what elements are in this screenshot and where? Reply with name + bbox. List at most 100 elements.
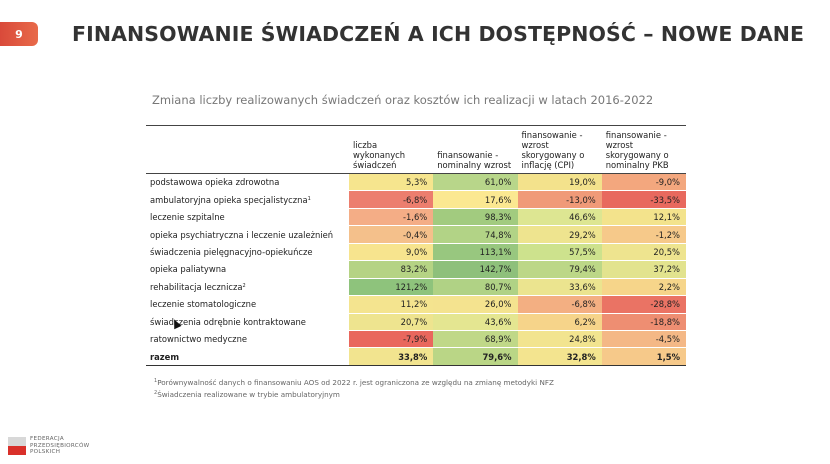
row-label: ratownictwo medyczne [150,334,248,345]
row-label: świadczenia odrębnie kontraktowane [150,316,306,327]
value-cell: 20,7% [349,313,434,331]
row-label: ambulatoryjna opieka specjalistyczna [150,194,308,205]
row-label-cell: leczenie szpitalne [146,208,349,227]
row-label-cell: ratownictwo medyczne [146,330,349,349]
total-value-cell: 79,6% [433,347,518,366]
value-cell: -18,8% [601,313,686,331]
value-cell: 33,6% [517,278,602,297]
footnotes: 1Porównywalność danych o finansowaniu AO… [154,376,554,400]
value-cell: -9,0% [601,173,686,192]
table-row: opieka psychiatryczna i leczenie uzależn… [146,225,686,244]
table-row: świadczenia pielęgnacyjno-opiekuńcze 9,0%… [146,243,686,262]
data-table: liczba wykonanych świadczeń finansowanie… [146,125,686,366]
table-row: podstawowa opieka zdrowotna 5,3% 61,0% 19,0… [146,173,686,192]
total-value-cell: 33,8% [349,347,434,366]
value-cell: -13,0% [517,190,602,209]
total-value-cell: 32,8% [517,347,602,366]
value-cell: 61,0% [433,173,518,192]
value-cell: -1,6% [349,208,434,227]
row-label: leczenie stomatologiczne [150,299,257,310]
value-cell: -1,2% [601,225,686,244]
footnote-text: Świadczenia realizowane w trybie ambulat… [157,390,340,399]
value-cell: 6,2% [517,313,602,331]
footnote-number: 1 [154,378,158,384]
logo-line: POLSKICH [30,449,61,456]
table-row: leczenie szpitalne -1,6% 98,3% 46,6% 12,1% [146,208,686,227]
header-cell-nominal: finansowanie - nominalny wzrost [433,125,518,174]
row-label-cell: podstawowa opieka zdrowotna [146,173,349,192]
value-cell: 19,0% [517,173,602,192]
footnote-ref: 1 [307,195,311,202]
row-label: podstawowa opieka zdrowotna [150,177,280,188]
value-cell: -6,8% [517,295,602,314]
value-cell: 121,2% [349,278,434,297]
total-value-cell: 1,5% [601,347,686,366]
value-cell: 113,1% [433,243,518,262]
value-cell: -4,5% [601,330,686,349]
value-cell: 17,6% [433,190,518,209]
value-cell: 98,3% [433,208,518,227]
value-cell: 24,8% [517,330,602,349]
header-cell-gdp: finansowanie - wzrost skorygowany o nomi… [601,125,686,174]
value-cell: 12,1% [601,208,686,227]
slide-number: 9 [15,27,23,41]
row-label: opieka paliatywna [150,264,227,275]
row-label-cell: ambulatoryjna opieka specjalistyczna1 [146,190,349,209]
logo-line: FEDERACJA [30,436,64,442]
value-cell: -0,4% [349,225,434,244]
logo-line: PRZEDSIĘBIORCÓW [30,442,90,449]
value-cell: 57,5% [517,243,602,262]
row-label: opieka psychiatryczna i leczenie uzależn… [150,229,334,240]
row-label: świadczenia pielęgnacyjno-opiekuńcze [150,246,313,257]
value-cell: 79,4% [517,260,602,279]
footnote-ref: 2 [242,282,246,289]
header-cell-count: liczba wykonanych świadczeń [349,125,434,174]
total-row: razem 33,8% 79,6% 32,8% 1,5% [146,347,686,366]
row-label-cell: świadczenia odrębnie kontraktowane [146,313,349,331]
value-cell: 142,7% [433,260,518,279]
slide-number-badge: 9 [0,22,38,46]
value-cell: -33,5% [601,190,686,209]
value-cell: 5,3% [349,173,434,192]
footnote: 2Świadczenia realizowane w trybie ambula… [154,388,554,400]
value-cell: 68,9% [433,330,518,349]
value-cell: -6,8% [349,190,434,209]
total-label: razem [146,347,349,366]
row-label-cell: opieka paliatywna [146,260,349,279]
page-title: FINANSOWANIE ŚWIADCZEŃ A ICH DOSTĘPNOŚĆ … [72,22,805,46]
value-cell: 43,6% [433,313,518,331]
logo-text: FEDERACJA PRZEDSIĘBIORCÓW POLSKICH [30,436,90,456]
value-cell: 11,2% [349,295,434,314]
value-cell: 46,6% [517,208,602,227]
table-row: ratownictwo medyczne -7,9% 68,9% 24,8% -4,5% [146,330,686,349]
header-cell-category [146,125,349,174]
value-cell: 29,2% [517,225,602,244]
table-row: świadczenia odrębnie kontraktowane 20,7% 4… [146,313,686,331]
header-cell-cpi: finansowanie - wzrost skorygowany o infl… [517,125,602,174]
value-cell: 37,2% [601,260,686,279]
row-label-cell: rehabilitacja lecznicza2 [146,278,349,297]
table-row: opieka paliatywna 83,2% 142,7% 79,4% 37,2% [146,260,686,279]
footnote-text: Porównywalność danych o finansowaniu AOS… [157,378,554,387]
row-label-cell: leczenie stomatologiczne [146,295,349,314]
flag-logo-icon [8,436,26,455]
table-row: ambulatoryjna opieka specjalistyczna1 -6,… [146,190,686,209]
value-cell: 20,5% [601,243,686,262]
table-row: rehabilitacja lecznicza2 121,2% 80,7% 33,6%… [146,278,686,297]
organization-logo: FEDERACJA PRZEDSIĘBIORCÓW POLSKICH [8,436,90,456]
table-caption: Zmiana liczby realizowanych świadczeń or… [152,93,654,107]
value-cell: -28,8% [601,295,686,314]
value-cell: 80,7% [433,278,518,297]
table-row: leczenie stomatologiczne 11,2% 26,0% -6,8% -… [146,295,686,314]
value-cell: 74,8% [433,225,518,244]
value-cell: -7,9% [349,330,434,349]
row-label: rehabilitacja lecznicza [150,281,243,292]
row-label-cell: świadczenia pielęgnacyjno-opiekuńcze [146,243,349,262]
table-header-row: liczba wykonanych świadczeń finansowanie… [146,125,686,174]
row-label-cell: opieka psychiatryczna i leczenie uzależn… [146,225,349,244]
value-cell: 26,0% [433,295,518,314]
value-cell: 9,0% [349,243,434,262]
footnote-number: 2 [154,390,158,396]
value-cell: 2,2% [601,278,686,297]
value-cell: 83,2% [349,260,434,279]
